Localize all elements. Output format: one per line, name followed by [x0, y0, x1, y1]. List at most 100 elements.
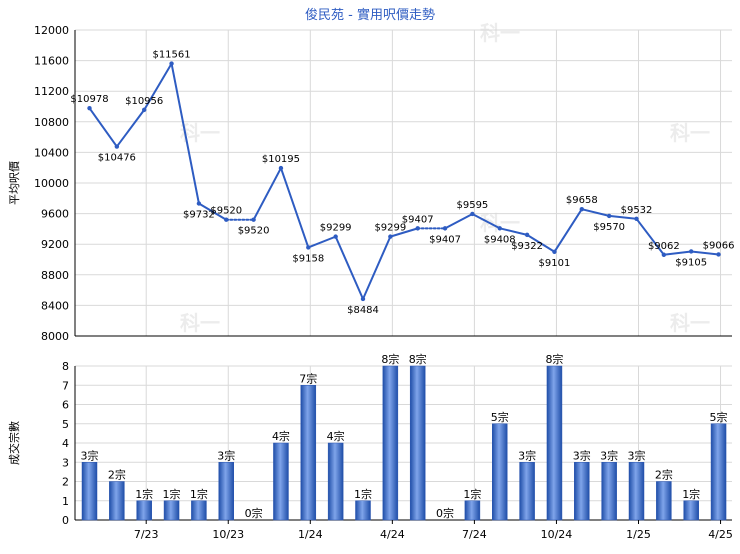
bar-value-label: 3宗 [628, 448, 646, 462]
line-point [716, 252, 721, 257]
volume-bar [656, 481, 672, 521]
line-point [470, 211, 475, 217]
bar-value-label: 1宗 [682, 487, 700, 501]
bar-value-label: 3宗 [217, 448, 235, 462]
bar-value-label: 8宗 [409, 352, 427, 366]
watermark-text: 科一 [670, 311, 710, 335]
line-y-tick-label: 8000 [41, 330, 69, 343]
line-value-label: $9732 [183, 210, 215, 221]
volume-bar [628, 462, 645, 521]
volume-bar [710, 423, 727, 521]
line-y-tick-label: 9600 [41, 208, 69, 221]
line-point [606, 213, 612, 219]
line-point [689, 249, 694, 254]
volume-bar [191, 500, 207, 521]
line-segment [389, 227, 419, 238]
bar-value-label: 4宗 [272, 429, 290, 443]
watermark-text: 科一 [480, 21, 520, 45]
bar-value-label: 8宗 [545, 352, 563, 366]
volume-bar [409, 365, 426, 521]
volume-bar [574, 462, 590, 521]
line-segment [143, 62, 173, 111]
line-y-tick-label: 9200 [41, 238, 69, 251]
line-point [524, 232, 530, 238]
x-tick-label: 4/24 [380, 528, 405, 541]
line-segment [580, 208, 611, 217]
volume-bar [109, 481, 125, 521]
line-value-label: $9066 [703, 240, 735, 251]
volume-bar [492, 423, 508, 521]
line-value-label: $9407 [429, 234, 461, 245]
volume-bar [382, 365, 399, 521]
bar-value-label: 2宗 [655, 468, 673, 482]
line-point [388, 234, 393, 239]
chart-title: 俊民苑 - 實用呎價走勢 [305, 7, 435, 23]
line-segment [197, 202, 228, 221]
bar-value-label: 1宗 [135, 487, 153, 501]
bar-value-label: 1宗 [354, 487, 372, 501]
line-value-label: $9520 [238, 226, 270, 237]
volume-bar [81, 462, 98, 521]
line-value-label: $10476 [98, 153, 136, 164]
line-y-tick-label: 11600 [34, 55, 69, 68]
bar-y-tick-label: 2 [62, 476, 69, 489]
line-point [360, 296, 366, 302]
line-value-label: $9105 [675, 257, 707, 268]
line-segment [334, 235, 364, 300]
line-segment [635, 217, 665, 256]
bar-value-label: 8宗 [381, 352, 399, 366]
line-point [169, 61, 174, 66]
x-tick-label: 4/25 [708, 528, 733, 541]
line-point [142, 107, 147, 113]
price-line-panel: 8000 8400 8800 9200 9600 10000 10400 10800 11200… [34, 24, 734, 343]
bar-value-label: 4宗 [327, 429, 345, 443]
line-point [306, 245, 311, 250]
line-segment [526, 233, 556, 253]
line-point [442, 226, 448, 231]
line-y-tick-label: 10800 [34, 116, 69, 129]
volume-bar [546, 365, 563, 521]
line-value-label: $8484 [347, 305, 379, 316]
line-segment [608, 214, 638, 220]
volume-bar-panel: 0 1 2 3 4 5 6 7 8 3宗 2宗 1宗 1宗 1宗 3宗 0宗 4宗 7宗 4宗 1宗 8宗 8宗 0宗 1宗 5… [62, 352, 733, 541]
line-segment [498, 227, 529, 236]
line-point [415, 226, 420, 231]
line-segment [115, 108, 146, 148]
line-point [634, 216, 639, 222]
volume-bar [355, 500, 371, 521]
line-value-label: $10978 [70, 94, 108, 105]
bar-value-label: 3宗 [573, 448, 591, 462]
bar-value-label: 1宗 [163, 487, 181, 501]
line-y-axis-label: 平均呎價 [7, 161, 21, 205]
bar-value-label: 3宗 [518, 448, 536, 462]
bar-y-tick-label: 0 [62, 514, 69, 527]
line-value-label: $9595 [456, 200, 488, 211]
line-y-tick-label: 8800 [41, 269, 69, 282]
watermark-text: 科一 [180, 311, 220, 335]
line-value-label: $9158 [292, 253, 324, 264]
bar-value-label: 0宗 [436, 506, 454, 520]
line-segment [362, 235, 392, 300]
line-value-label: $9570 [593, 222, 625, 233]
bar-y-tick-label: 4 [62, 437, 69, 450]
line-point [224, 217, 229, 222]
watermark-text: 科一 [670, 121, 710, 145]
bar-value-label: 2宗 [108, 468, 126, 482]
line-y-tick-label: 11200 [34, 85, 69, 98]
line-segment [88, 107, 118, 148]
line-y-tick-label: 10000 [34, 177, 69, 190]
line-value-label: $9062 [648, 241, 680, 252]
line-value-label: $9299 [320, 223, 352, 234]
x-tick-label: 7/23 [134, 528, 159, 541]
x-tick-label: 1/25 [626, 528, 651, 541]
line-value-label: $10956 [125, 96, 163, 107]
bar-value-label: 1宗 [190, 487, 208, 501]
line-segment [690, 250, 720, 256]
line-segment [553, 208, 583, 253]
line-y-tick-label: 8400 [41, 299, 69, 312]
bar-value-label: 5宗 [710, 410, 728, 424]
line-value-label: $9101 [539, 258, 571, 269]
